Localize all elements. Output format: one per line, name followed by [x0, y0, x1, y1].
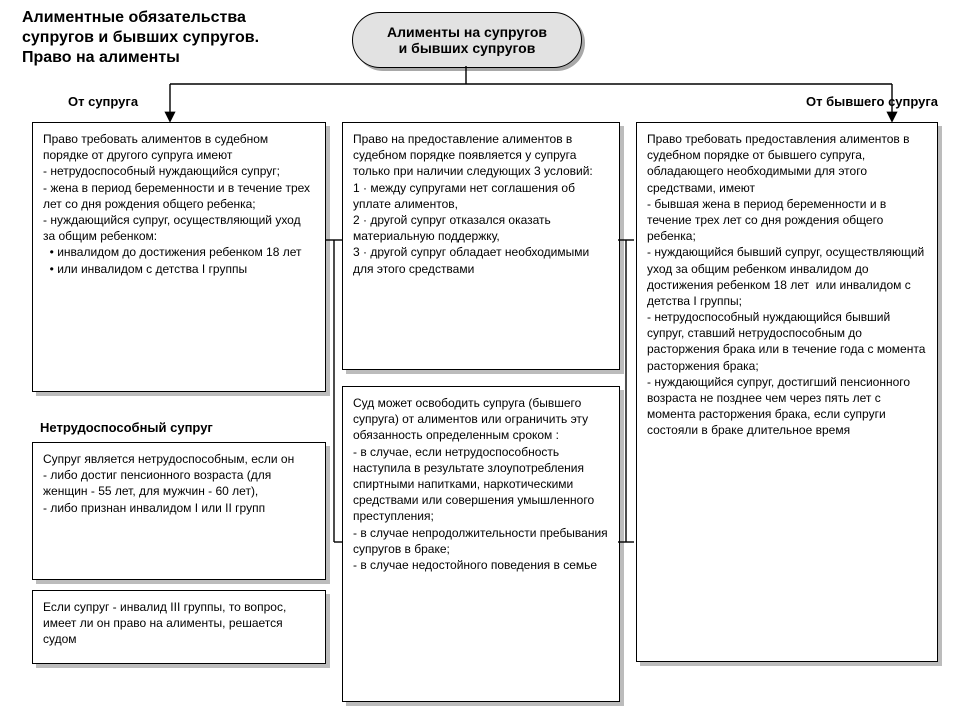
box-left-sub1: Супруг является нетрудоспособным, если о…	[32, 442, 326, 580]
root-node: Алименты на супругов и бывших супругов	[352, 12, 582, 68]
page-title: Алиментные обязательства супругов и бывш…	[22, 8, 259, 68]
title-line-1: Алиментные обязательства	[22, 9, 246, 26]
box-left-main: Право требовать алиментов в судебном пор…	[32, 122, 326, 392]
subheader-disabled-spouse: Нетрудоспособный супруг	[40, 420, 213, 435]
title-line-2: супругов и бывших супругов.	[22, 29, 259, 46]
title-line-3: Право на алименты	[22, 49, 180, 66]
box-center-top: Право на предоставление алиментов в суде…	[342, 122, 620, 370]
branch-label-left: От супруга	[68, 94, 138, 109]
root-label: Алименты на супругов и бывших супругов	[387, 24, 547, 56]
box-right-main: Право требовать предоставления алиментов…	[636, 122, 938, 662]
box-center-bottom: Суд может освободить супруга (бывшего су…	[342, 386, 620, 702]
branch-label-right: От бывшего супруга	[806, 94, 938, 109]
box-left-sub2: Если супруг - инвалид III группы, то воп…	[32, 590, 326, 664]
